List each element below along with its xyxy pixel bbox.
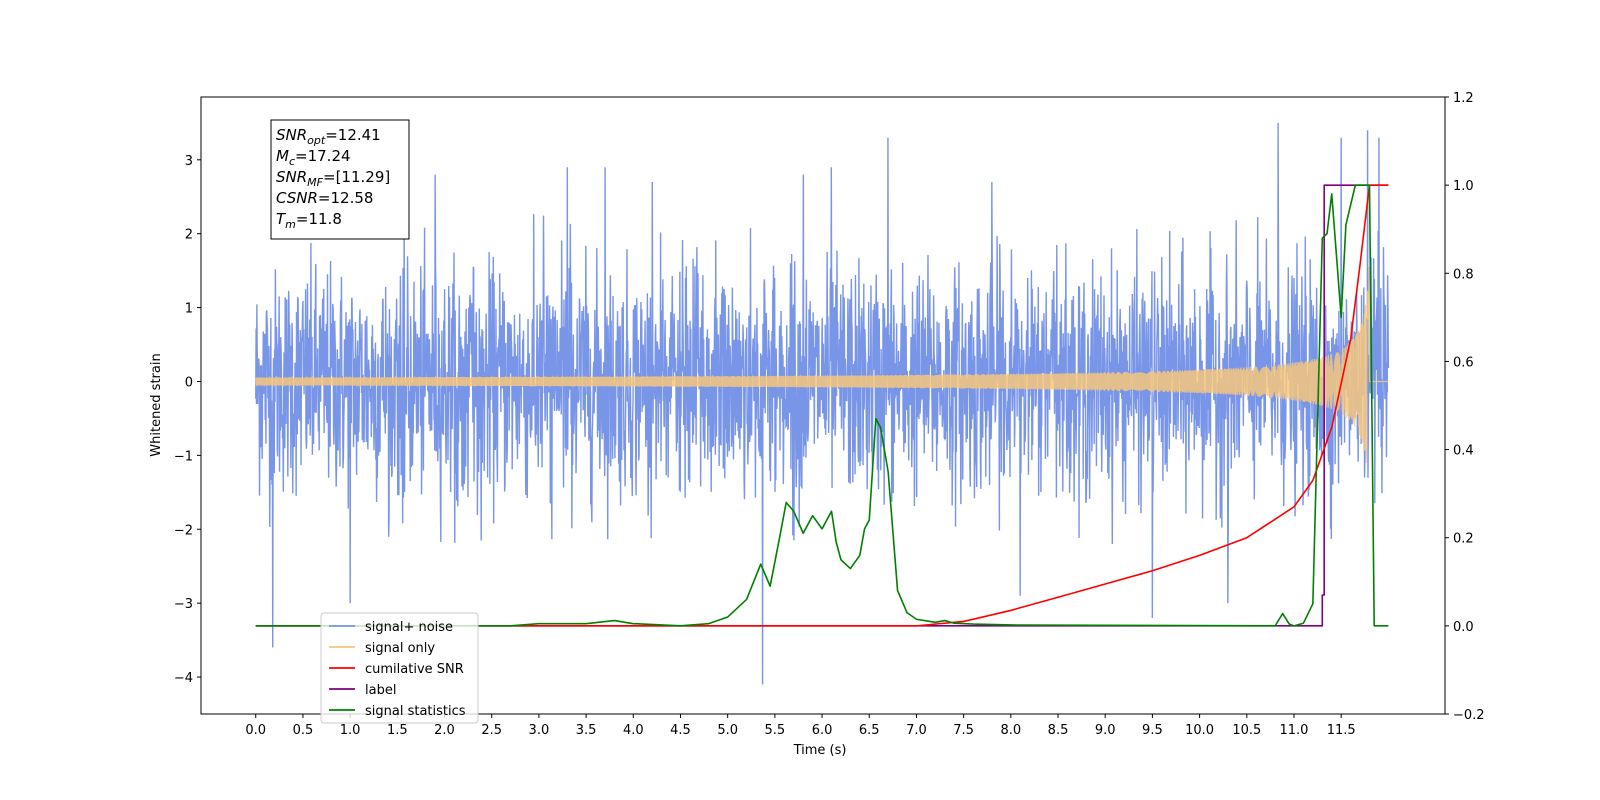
annotation-symbol: M	[276, 147, 289, 165]
y-left-tick-label: 1	[185, 302, 193, 317]
annotation-value: =[11.29]	[323, 168, 390, 186]
x-tick-label: 4.0	[623, 723, 644, 738]
annotation-box: SNRopt=12.41Mc=17.24SNRMF=[11.29]CSNR=12…	[270, 119, 410, 240]
annotation-value: =12.58	[318, 189, 374, 207]
x-tick-label: 6.5	[859, 723, 880, 738]
y-right-tick-label: −0.2	[1453, 708, 1485, 723]
y-right-tick-label: 0.8	[1453, 267, 1474, 282]
legend-label: cumilative SNR	[365, 662, 464, 677]
x-tick-label: 0.5	[293, 723, 314, 738]
annotation-line: Tm=11.8	[276, 210, 342, 231]
y-right-tick-label: 0.4	[1453, 444, 1474, 459]
y-left-tick-label: 3	[185, 154, 193, 169]
y-right-tick-label: 0.6	[1453, 355, 1474, 370]
x-tick-label: 8.5	[1048, 723, 1069, 738]
y-left-tick-label: 2	[185, 228, 193, 243]
y-axis-label: Whitened strain	[149, 353, 164, 456]
annotation-symbol: CSNR	[276, 189, 318, 207]
legend-label: signal statistics	[365, 704, 466, 719]
annotation-symbol: T	[276, 210, 287, 228]
x-tick-label: 10.5	[1232, 723, 1261, 738]
series-layer	[255, 122, 1390, 685]
legend-label: signal+ noise	[365, 620, 453, 635]
x-tick-label: 3.0	[529, 723, 550, 738]
x-tick-label: 7.5	[953, 723, 974, 738]
y-left-tick-label: −1	[174, 449, 193, 464]
annotation-subscript: MF	[307, 176, 323, 189]
annotation-subscript: c	[289, 155, 295, 168]
legend-label: label	[365, 683, 396, 698]
x-tick-label: 5.5	[765, 723, 786, 738]
x-tick-label: 11.5	[1327, 723, 1356, 738]
x-tick-label: 9.0	[1095, 723, 1116, 738]
x-tick-label: 2.5	[481, 723, 502, 738]
x-tick-label: 1.0	[340, 723, 361, 738]
y-left-tick-label: 0	[185, 375, 193, 390]
annotation-subscript: opt	[307, 134, 326, 147]
x-tick-label: 1.5	[387, 723, 408, 738]
series-line-cumulative-snr	[255, 184, 1389, 627]
x-tick-label: 10.0	[1185, 723, 1214, 738]
x-tick-label: 5.0	[717, 723, 738, 738]
annotation-line: SNRMF=[11.29]	[276, 168, 390, 189]
annotation-line: SNRopt=12.41	[276, 126, 381, 147]
y-left-tick-label: −2	[174, 523, 193, 538]
x-tick-label: 3.5	[576, 723, 597, 738]
annotation-line: Mc=17.24	[276, 147, 351, 168]
y-left-tick-label: −3	[174, 597, 193, 612]
y-axis-right: 1.2 1.0 0.8 0.6 0.4 0.2 0.0 −0.2	[1445, 91, 1485, 723]
y-right-tick-label: 1.0	[1453, 179, 1474, 194]
annotation-subscript: m	[285, 218, 296, 231]
annotation-symbol: SNR	[276, 168, 307, 186]
x-tick-label: 9.5	[1142, 723, 1163, 738]
annotation-value: =17.24	[295, 147, 351, 165]
annotation-frame	[270, 119, 410, 240]
x-tick-label: 4.5	[670, 723, 691, 738]
annotation-symbol: SNR	[276, 126, 307, 144]
y-right-tick-label: 1.2	[1453, 91, 1474, 106]
y-right-tick-label: 0.2	[1453, 532, 1474, 547]
legend-frame	[320, 612, 479, 724]
x-tick-label: 11.0	[1280, 723, 1309, 738]
y-right-tick-label: 0.0	[1453, 620, 1474, 635]
x-tick-label: 0.0	[245, 723, 266, 738]
x-tick-label: 7.0	[906, 723, 927, 738]
x-axis-label: Time (s)	[793, 743, 847, 758]
x-tick-label: 6.0	[812, 723, 833, 738]
x-axis: 0.0 0.5 1.0 1.5 2.0 2.5 3.0 3.5 4.0 4.5 5.0 5.5 6.0 6…	[245, 714, 1356, 738]
series-line-signal-only	[255, 266, 1389, 464]
plot-frame	[200, 96, 1446, 715]
legend-label: signal only	[365, 641, 435, 656]
annotation-value: =12.41	[325, 126, 381, 144]
y-axis-left: 3 2 1 0 −1 −2 −3 −4	[174, 154, 201, 686]
annotation-value: =11.8	[296, 210, 342, 228]
x-tick-label: 2.0	[434, 723, 455, 738]
x-tick-label: 8.0	[1000, 723, 1021, 738]
y-left-tick-label: −4	[174, 671, 193, 686]
annotation-line: CSNR=12.58	[276, 189, 373, 207]
legend: signal+ noise signal only cumilative SNR la…	[320, 612, 479, 724]
series-line-signal-statistics	[255, 184, 1389, 627]
